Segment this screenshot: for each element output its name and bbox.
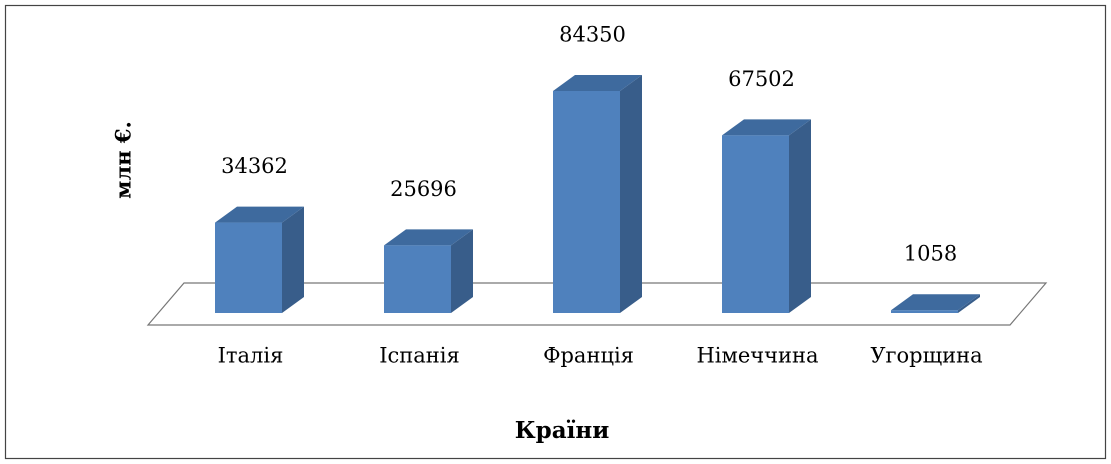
floor: [146, 282, 1048, 326]
bar-top: [722, 119, 811, 136]
bar-top: [891, 294, 980, 311]
data-label: 84350: [559, 23, 626, 47]
x-tick-label: Іспанія: [379, 344, 460, 368]
bar-top: [553, 75, 642, 91]
data-label: 34362: [221, 154, 288, 178]
x-tick-label: Німеччина: [696, 344, 818, 368]
bar: [215, 222, 282, 313]
bar: [384, 245, 451, 313]
bar-side: [620, 75, 642, 313]
x-tick-label: Франція: [543, 344, 634, 368]
bar-side: [282, 206, 304, 313]
data-label: 25696: [390, 177, 457, 201]
bar-top: [215, 206, 304, 223]
bar: [891, 310, 958, 313]
data-label: 1058: [904, 242, 957, 266]
bar-side: [958, 294, 980, 313]
x-axis-label: Країни: [515, 417, 610, 444]
x-tick-label: Італія: [218, 344, 284, 368]
x-tick-label: Угорщина: [870, 344, 982, 368]
bar: [553, 91, 620, 313]
bar: [722, 135, 789, 313]
data-label: 67502: [728, 67, 795, 91]
bar-side: [451, 229, 473, 313]
bar-top: [384, 229, 473, 246]
bar-side: [789, 119, 811, 313]
y-axis-label: млн €.: [111, 121, 136, 199]
